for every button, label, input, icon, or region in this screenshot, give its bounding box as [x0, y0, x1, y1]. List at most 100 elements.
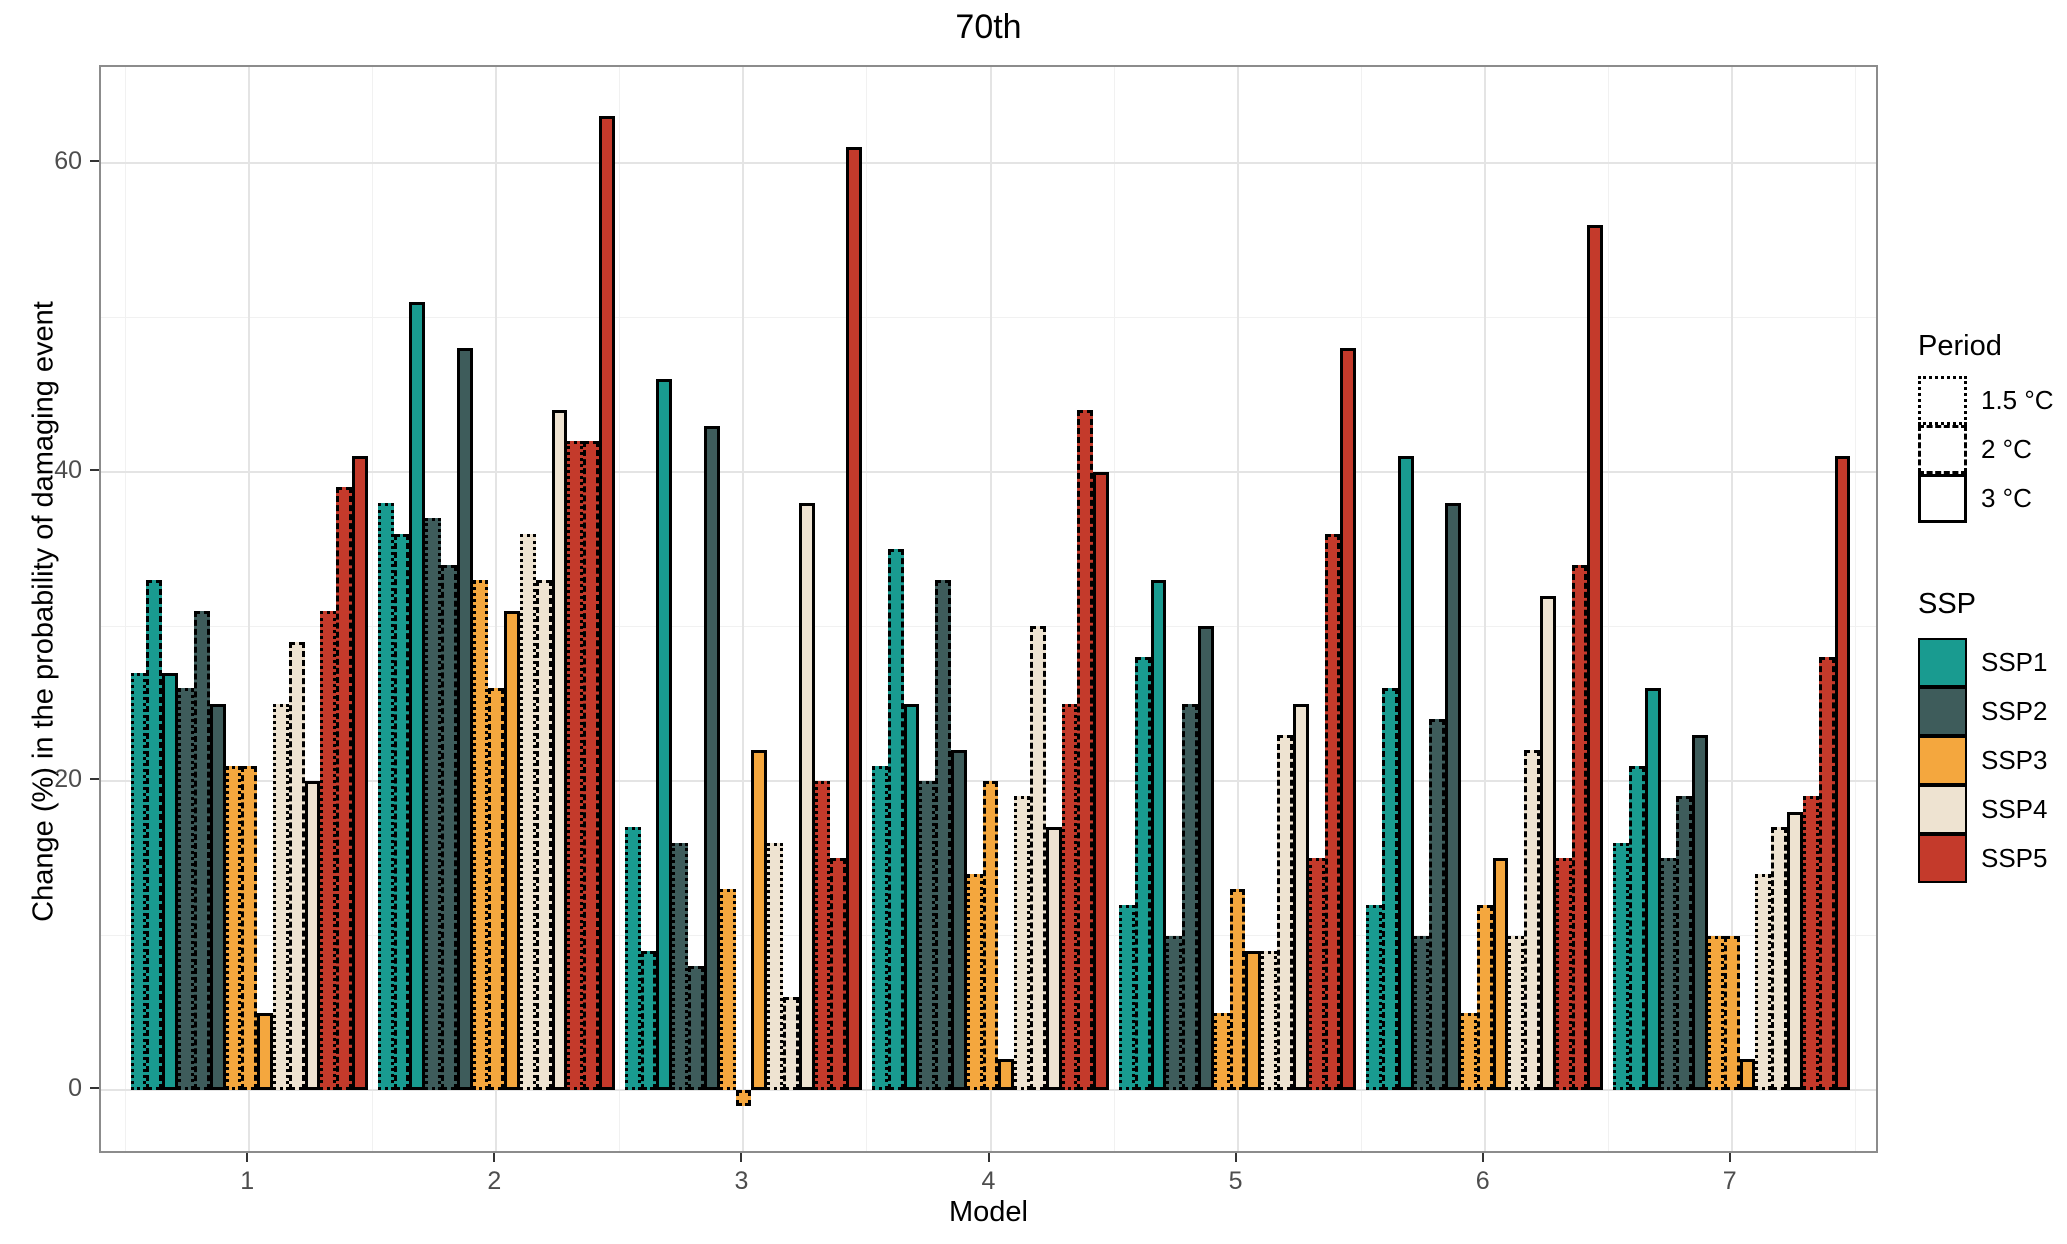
bar-ssp2-model7-dotted	[1660, 858, 1677, 1091]
y-tick-mark	[90, 1087, 99, 1090]
x-tick-mark	[493, 1153, 496, 1162]
legend: Period SSP 1.5 °C 2 °C 3 °C SSP1 SSP2 SSP3 SSP…	[1918, 0, 2067, 1244]
bar-ssp5-model7-solid	[1834, 456, 1851, 1091]
bar-ssp3-model1-dotted	[225, 765, 242, 1091]
bar-ssp5-model5-dashed	[1324, 533, 1341, 1091]
gridline-major-x	[742, 67, 745, 1151]
bar-ssp1-model2-dashed	[393, 533, 410, 1091]
x-tick-label: 4	[981, 1167, 996, 1195]
bar-ssp4-model7-solid	[1787, 811, 1803, 1091]
x-tick-mark	[1234, 1153, 1237, 1162]
bar-ssp2-model2-dashed	[440, 564, 457, 1091]
bar-ssp2-model1-solid	[209, 703, 226, 1091]
bar-ssp3-model1-dashed	[241, 765, 258, 1091]
bar-ssp3-model2-dashed	[488, 688, 505, 1091]
legend-label-period: 2 °C	[1981, 434, 2032, 464]
bar-ssp4-model2-dotted	[520, 533, 536, 1091]
bar-ssp2-model3-solid	[703, 425, 720, 1091]
legend-label-ssp2: SSP2	[1981, 696, 2048, 726]
x-tick-label: 3	[734, 1167, 749, 1195]
bar-ssp3-model7-dotted	[1708, 935, 1724, 1091]
bar-ssp4-model4-dashed	[1030, 626, 1046, 1091]
gridline-minor-x	[1113, 67, 1115, 1151]
gridline-minor-x	[372, 67, 374, 1151]
bar-ssp1-model7-dotted	[1613, 842, 1629, 1091]
bar-ssp4-model5-solid	[1292, 703, 1309, 1091]
y-tick-label: 40	[54, 455, 82, 484]
bar-ssp5-model2-dotted	[567, 441, 584, 1091]
legend-key-ssp5	[1918, 834, 1967, 883]
gridline-minor-x	[125, 67, 127, 1151]
bar-ssp4-model2-dashed	[535, 580, 552, 1091]
bar-ssp2-model6-dotted	[1413, 935, 1430, 1091]
gridline-minor-x	[1854, 67, 1856, 1151]
bar-ssp4-model2-solid	[551, 410, 568, 1091]
bar-ssp3-model4-solid	[998, 1059, 1015, 1091]
legend-label-ssp4: SSP4	[1981, 794, 2048, 824]
gridline-minor-x	[1607, 67, 1609, 1151]
bar-ssp3-model6-dashed	[1476, 904, 1493, 1091]
x-tick-mark	[987, 1153, 990, 1162]
bar-ssp5-model1-solid	[352, 456, 368, 1091]
bar-ssp2-model2-dotted	[425, 518, 441, 1091]
bar-ssp1-model6-solid	[1397, 456, 1414, 1091]
legend-key-period-dotted	[1918, 376, 1967, 425]
bar-ssp4-model1-solid	[304, 781, 321, 1091]
bar-ssp5-model3-dashed	[830, 858, 847, 1091]
gridline-major-x	[495, 67, 498, 1151]
legend-key-period-dashed	[1918, 425, 1967, 474]
plot-panel	[99, 65, 1878, 1153]
bar-ssp5-model4-dashed	[1077, 410, 1094, 1091]
bar-ssp4-model6-solid	[1540, 595, 1556, 1091]
bar-ssp2-model2-solid	[456, 348, 473, 1091]
bar-ssp1-model6-dashed	[1381, 688, 1398, 1091]
bar-ssp1-model1-dashed	[146, 580, 163, 1091]
legend-label-ssp3: SSP3	[1981, 745, 2048, 775]
gridline-major-x	[1730, 67, 1733, 1151]
x-tick-label: 6	[1475, 1167, 1490, 1195]
x-tick-label: 2	[487, 1167, 502, 1195]
gridline-minor-y	[101, 316, 1876, 318]
bar-ssp4-model5-dotted	[1261, 951, 1278, 1091]
bar-ssp3-model3-solid	[751, 750, 768, 1091]
bar-ssp2-model4-dashed	[935, 580, 951, 1091]
bar-ssp2-model7-solid	[1692, 734, 1709, 1091]
bar-ssp4-model6-dotted	[1508, 935, 1525, 1091]
bar-ssp3-model2-dotted	[472, 580, 489, 1091]
legend-label-ssp5: SSP5	[1981, 843, 2048, 873]
bar-ssp3-model3-dashed	[735, 1090, 752, 1106]
bar-ssp5-model6-solid	[1587, 224, 1604, 1091]
bar-ssp5-model6-dashed	[1571, 564, 1588, 1091]
bar-ssp4-model4-solid	[1045, 827, 1062, 1091]
bar-ssp1-model3-solid	[656, 379, 673, 1091]
legend-ssp-title: SSP	[1918, 588, 1977, 620]
bar-ssp1-model4-solid	[903, 703, 920, 1091]
bar-ssp4-model3-solid	[798, 502, 815, 1091]
bar-ssp3-model4-dashed	[982, 781, 999, 1091]
y-tick-mark	[90, 159, 99, 162]
gridline-minor-x	[619, 67, 621, 1151]
bar-ssp2-model5-dashed	[1182, 703, 1199, 1091]
bar-ssp1-model1-dotted	[130, 672, 147, 1091]
bar-ssp4-model5-dashed	[1277, 734, 1293, 1091]
bar-ssp4-model3-dashed	[782, 997, 799, 1091]
bar-ssp4-model1-dotted	[272, 703, 289, 1091]
y-tick-mark	[90, 468, 99, 471]
bar-ssp3-model1-solid	[257, 1012, 273, 1091]
x-tick-mark	[1481, 1153, 1484, 1162]
bar-ssp5-model2-dashed	[583, 441, 600, 1091]
bar-ssp3-model7-solid	[1739, 1059, 1756, 1091]
y-tick-label: 20	[54, 765, 82, 793]
gridline-minor-y	[101, 625, 1876, 627]
x-tick-label: 5	[1228, 1167, 1243, 1195]
bar-ssp5-model1-dotted	[320, 611, 337, 1091]
y-axis-label: Change (%) in the probability of damagin…	[27, 301, 60, 922]
bar-ssp3-model3-dotted	[719, 889, 736, 1091]
bar-ssp3-model6-dotted	[1460, 1012, 1477, 1091]
bar-ssp1-model3-dotted	[624, 827, 641, 1091]
bar-ssp3-model5-dashed	[1229, 889, 1246, 1091]
legend-label-ssp1: SSP1	[1981, 647, 2048, 677]
bar-ssp5-model2-solid	[599, 116, 615, 1091]
x-axis-label: Model	[949, 1196, 1028, 1228]
